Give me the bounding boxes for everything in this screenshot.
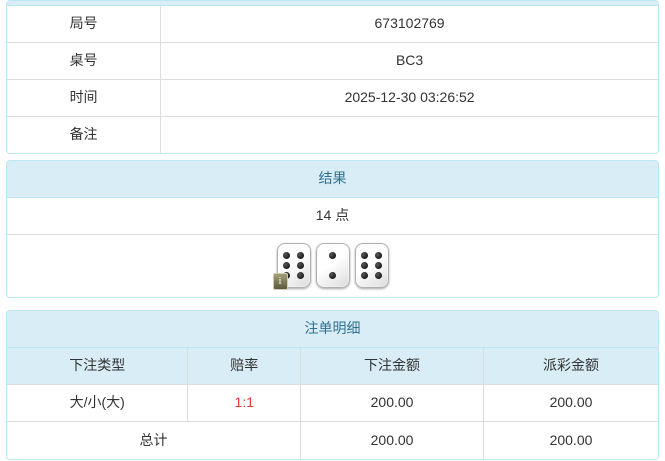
table-id-value: BC3 (160, 41, 658, 80)
bets-panel-heading: 注单明细 (7, 310, 658, 348)
time-value: 2025-12-30 03:26:52 (160, 78, 658, 117)
round-id-value: 673102769 (160, 6, 658, 43)
result-panel-heading: 结果 (7, 160, 658, 198)
total-payout-amount-cell: 200.00 (483, 421, 658, 459)
bets-panel: 注单明细 下注类型 赔率 下注金额 派彩金额 大/小(大) 1:1 200.00… (6, 309, 659, 460)
total-row: 总计 200.00 200.00 (7, 421, 658, 459)
bet-amount-cell: 200.00 (300, 384, 484, 423)
die-1 (276, 242, 311, 288)
table-id-label: 桌号 (7, 41, 162, 80)
col-header-bet-type: 下注类型 (7, 347, 189, 386)
total-bet-amount-cell: 200.00 (300, 421, 484, 459)
die-pip (328, 251, 336, 259)
session-info-table: 局号 673102769 桌号 BC3 时间 2025-12-30 03:26:… (7, 6, 658, 153)
die-pip (360, 251, 368, 259)
die-pip (375, 251, 383, 259)
round-id-row: 局号 673102769 (7, 6, 658, 43)
bet-payout-cell: 200.00 (483, 384, 658, 423)
die-pip (360, 272, 368, 280)
remark-value (160, 115, 658, 153)
die-pip (360, 261, 368, 269)
time-label: 时间 (7, 78, 162, 117)
total-label-cell: 总计 (7, 421, 302, 459)
col-header-bet-amount: 下注金额 (300, 347, 484, 386)
bets-header-row: 下注类型 赔率 下注金额 派彩金额 (7, 347, 658, 386)
die-3 (354, 242, 389, 288)
col-header-odds: 赔率 (187, 347, 302, 386)
die-pip (282, 251, 290, 259)
dice-group: i (272, 242, 389, 290)
session-info-panel: 局号 673102769 桌号 BC3 时间 2025-12-30 03:26:… (6, 0, 659, 154)
bets-table: 下注类型 赔率 下注金额 派彩金额 大/小(大) 1:1 200.00 200.… (7, 347, 658, 459)
cut-panel-heading (7, 1, 658, 6)
die-pip (375, 272, 383, 280)
table-id-row: 桌号 BC3 (7, 41, 658, 80)
col-header-payout-amount: 派彩金额 (483, 347, 658, 386)
round-id-label: 局号 (7, 6, 162, 43)
die-pip (375, 261, 383, 269)
bet-type-cell: 大/小(大) (7, 384, 189, 423)
result-panel: 结果 14 点 i (6, 159, 659, 298)
die-pip (297, 251, 305, 259)
die-pip (328, 272, 336, 280)
die-pip (297, 272, 305, 280)
die-2 (315, 242, 350, 288)
bet-row: 大/小(大) 1:1 200.00 200.00 (7, 384, 658, 423)
time-row: 时间 2025-12-30 03:26:52 (7, 78, 658, 117)
remark-label: 备注 (7, 115, 162, 153)
die-pip (282, 261, 290, 269)
remark-row: 备注 (7, 115, 658, 153)
die-pip (297, 261, 305, 269)
result-points-text: 14 点 (7, 198, 658, 235)
dice-row: i (7, 235, 658, 297)
bet-odds-cell: 1:1 (187, 384, 302, 423)
info-badge-icon: i (272, 272, 288, 290)
